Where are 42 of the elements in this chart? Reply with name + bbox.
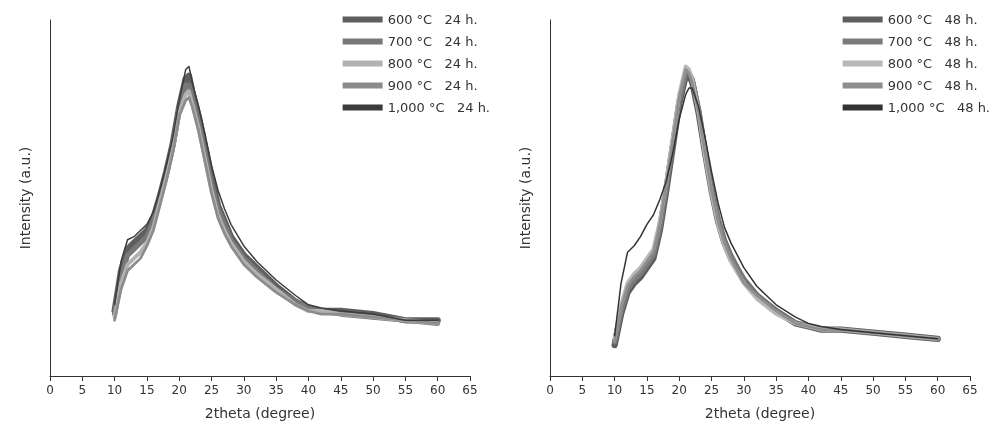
x-tick-label: 40 bbox=[800, 383, 817, 397]
legend-label: 800 °C 24 h. bbox=[387, 56, 478, 71]
x-tick-label: 30 bbox=[736, 383, 752, 397]
legend-label: 1,000 °C 24 h. bbox=[387, 100, 491, 115]
x-tick-label: 50 bbox=[365, 383, 381, 397]
x-tick-label: 50 bbox=[865, 383, 881, 397]
x-tick-label: 15 bbox=[139, 383, 155, 397]
legend-label: 600 °C 48 h. bbox=[887, 12, 978, 27]
x-tick-label: 45 bbox=[333, 383, 349, 397]
legend-label: 700 °C 24 h. bbox=[387, 34, 478, 49]
x-tick-label: 40 bbox=[300, 383, 317, 397]
y-axis-title: Intensity (a.u.) bbox=[517, 146, 533, 250]
legend-label: 700 °C 48 h. bbox=[887, 34, 978, 49]
x-tick-label: 45 bbox=[833, 383, 849, 397]
x-tick-label: 55 bbox=[397, 383, 414, 397]
legend-label: 800 °C 48 h. bbox=[887, 56, 978, 71]
x-tick-label: 20 bbox=[671, 383, 687, 397]
x-tick-label: 15 bbox=[639, 383, 655, 397]
x-tick-label: 35 bbox=[768, 383, 784, 397]
x-tick-label: 30 bbox=[236, 383, 252, 397]
legend-label: 900 °C 48 h. bbox=[887, 78, 978, 93]
x-tick-label: 35 bbox=[268, 383, 284, 397]
x-tick-label: 20 bbox=[171, 383, 187, 397]
x-tick-label: 55 bbox=[897, 383, 914, 397]
x-axis-title: 2theta (degree) bbox=[704, 405, 816, 421]
legend-label: 900 °C 24 h. bbox=[387, 78, 478, 93]
x-tick-label: 65 bbox=[462, 383, 478, 397]
x-tick-label: 5 bbox=[578, 383, 587, 397]
legend-label: 600 °C 24 h. bbox=[387, 12, 478, 27]
x-tick-label: 0 bbox=[46, 383, 54, 397]
x-tick-label: 5 bbox=[78, 383, 87, 397]
x-tick-label: 25 bbox=[203, 383, 220, 397]
x-tick-label: 65 bbox=[962, 383, 978, 397]
x-tick-label: 0 bbox=[546, 383, 554, 397]
x-tick-label: 10 bbox=[106, 383, 123, 397]
x-tick-label: 25 bbox=[703, 383, 720, 397]
y-axis-title: Intensity (a.u.) bbox=[17, 146, 33, 250]
x-axis-title: 2theta (degree) bbox=[204, 405, 316, 421]
x-tick-label: 60 bbox=[430, 383, 446, 397]
legend-label: 1,000 °C 48 h. bbox=[887, 100, 991, 115]
x-tick-label: 10 bbox=[606, 383, 623, 397]
x-tick-label: 60 bbox=[930, 383, 946, 397]
